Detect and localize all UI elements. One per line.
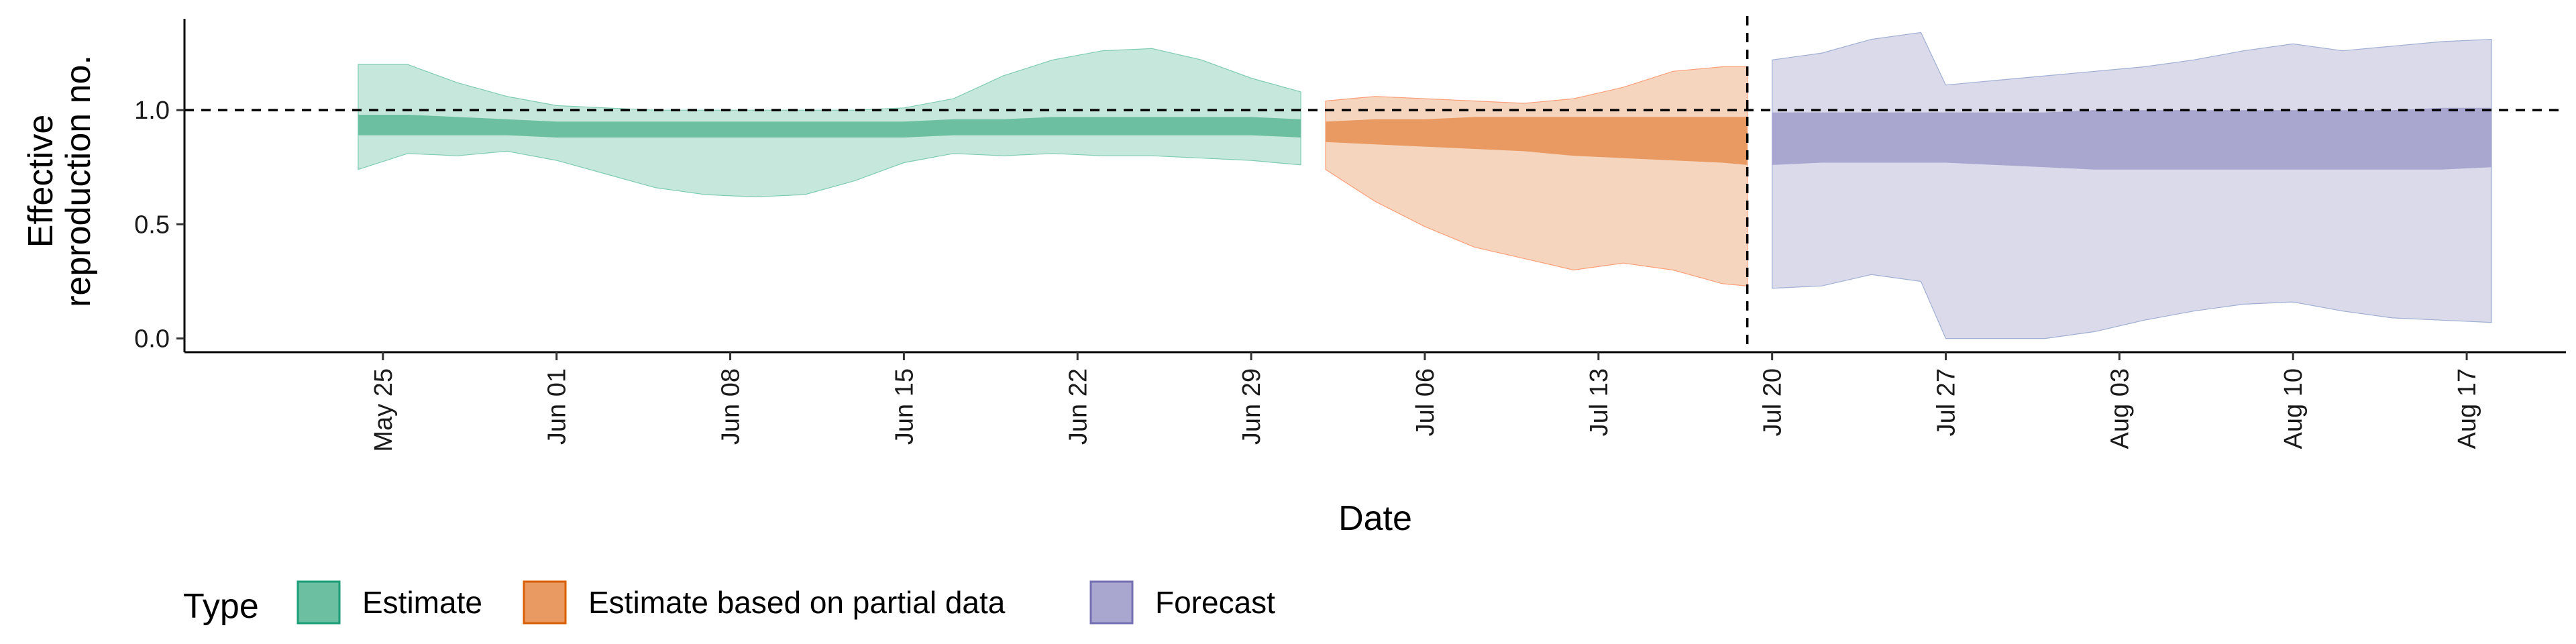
legend-title: Type — [183, 587, 259, 626]
plot-bands — [358, 32, 2492, 339]
y-tick-label: 1.0 — [134, 97, 170, 125]
legend-key-estimate — [297, 580, 341, 625]
x-tick-label: Jul 06 — [1411, 368, 1440, 436]
legend-label-estimate-based-on-partial-data: Estimate based on partial data — [588, 585, 1006, 620]
x-axis-title: Date — [1338, 499, 1412, 538]
y-axis-title-line-2: reproduction no. — [59, 55, 98, 307]
x-tick-label: Jun 01 — [543, 368, 572, 445]
x-tick-label: Jul 27 — [1933, 368, 1961, 436]
y-axis-title-line-1: Effective — [21, 115, 60, 248]
legend-items: Estimate Estimate based on partial data Fo… — [297, 580, 1275, 625]
x-tick-label: Jul 13 — [1585, 368, 1613, 436]
x-tick-label: Jun 15 — [890, 368, 918, 445]
band-outer-estimate-based-on-partial-data — [1325, 66, 1748, 286]
x-tick-label: Aug 10 — [2279, 368, 2308, 449]
legend-key-estimate-based-on-partial-data — [523, 580, 567, 625]
legend-key-forecast — [1089, 580, 1134, 625]
reference-lines — [184, 16, 2566, 352]
x-tick-label: May 25 — [370, 368, 398, 452]
y-tick-label: 0.0 — [134, 325, 170, 354]
x-tick-label: Aug 03 — [2106, 368, 2134, 449]
legend-label-estimate: Estimate — [362, 585, 482, 620]
x-tick-label: Jun 29 — [1238, 368, 1266, 445]
x-tick-label: Jun 08 — [717, 368, 745, 445]
x-axis-ticks: May 25 Jun 01 Jun 08 Jun 15 Jun 22 Jun 29 Jul … — [370, 352, 2481, 452]
axes — [183, 19, 2566, 354]
x-tick-label: Jun 22 — [1064, 368, 1092, 445]
band-inner-estimate-based-on-partial-data — [1326, 117, 1748, 165]
band-inner-estimate — [358, 115, 1301, 138]
band-inner-forecast — [1772, 107, 2492, 170]
legend-label-forecast: Forecast — [1155, 585, 1275, 620]
x-tick-label: Jul 20 — [1759, 368, 1787, 436]
y-axis-ticks: 0.0 0.5 1.0 — [134, 97, 184, 354]
y-tick-label: 0.5 — [134, 211, 170, 239]
band-outer-forecast — [1772, 32, 2492, 339]
legend: Type Estimate Estimate based on partial d… — [183, 580, 1275, 626]
x-tick-label: Aug 17 — [2453, 368, 2481, 449]
